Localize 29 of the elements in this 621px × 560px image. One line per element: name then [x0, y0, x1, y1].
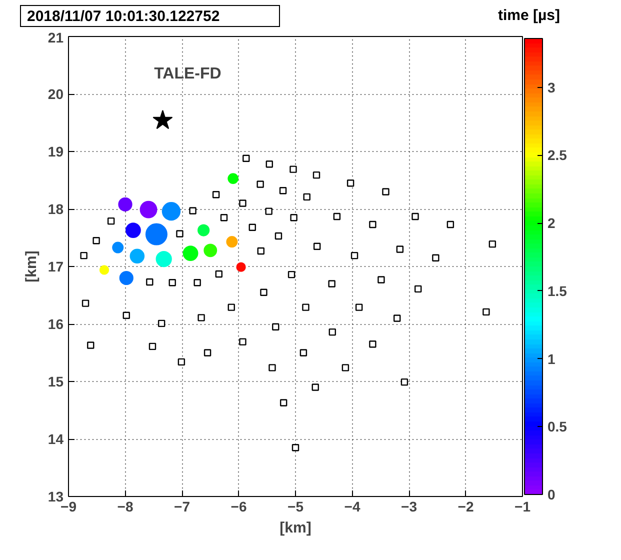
series-label: TALE-FD — [154, 65, 222, 82]
y-axis-title: [km] — [22, 250, 40, 282]
y-tick-label: 19 — [48, 144, 64, 160]
y-tick-label: 21 — [48, 30, 64, 46]
y-tick-label: 14 — [48, 431, 64, 447]
color-bar-title: time [µs] — [498, 6, 560, 26]
color-bar-label: 1 — [548, 350, 556, 367]
color-bar-label: 0 — [548, 486, 556, 502]
x-tick-label: −2 — [458, 498, 474, 514]
color-bar-label: 2 — [548, 215, 556, 232]
chart-title: 2018/11/07 10:01:30.122752 — [27, 7, 220, 27]
color-bar-label: 0.5 — [548, 418, 568, 435]
x-tick-label: −3 — [401, 498, 418, 514]
color-bar-label: 3 — [548, 79, 556, 96]
y-tick-label: 17 — [48, 258, 64, 274]
y-tick-label: 13 — [48, 488, 64, 504]
x-tick-label: −5 — [288, 498, 304, 514]
y-tick-label: 16 — [48, 316, 64, 332]
x-tick-label: −1 — [514, 498, 531, 514]
x-tick-label: −6 — [230, 498, 247, 514]
color-bar-label: 1.5 — [548, 282, 568, 299]
y-tick-label: 20 — [48, 86, 64, 102]
x-tick-label: −8 — [117, 498, 134, 514]
x-axis-title: [km] — [280, 520, 312, 536]
y-tick-label: 15 — [48, 374, 64, 390]
y-tick-label: 18 — [48, 201, 64, 217]
color-bar-label: 2.5 — [548, 147, 568, 164]
x-tick-label: −7 — [174, 498, 190, 514]
x-tick-label: −4 — [344, 498, 360, 514]
